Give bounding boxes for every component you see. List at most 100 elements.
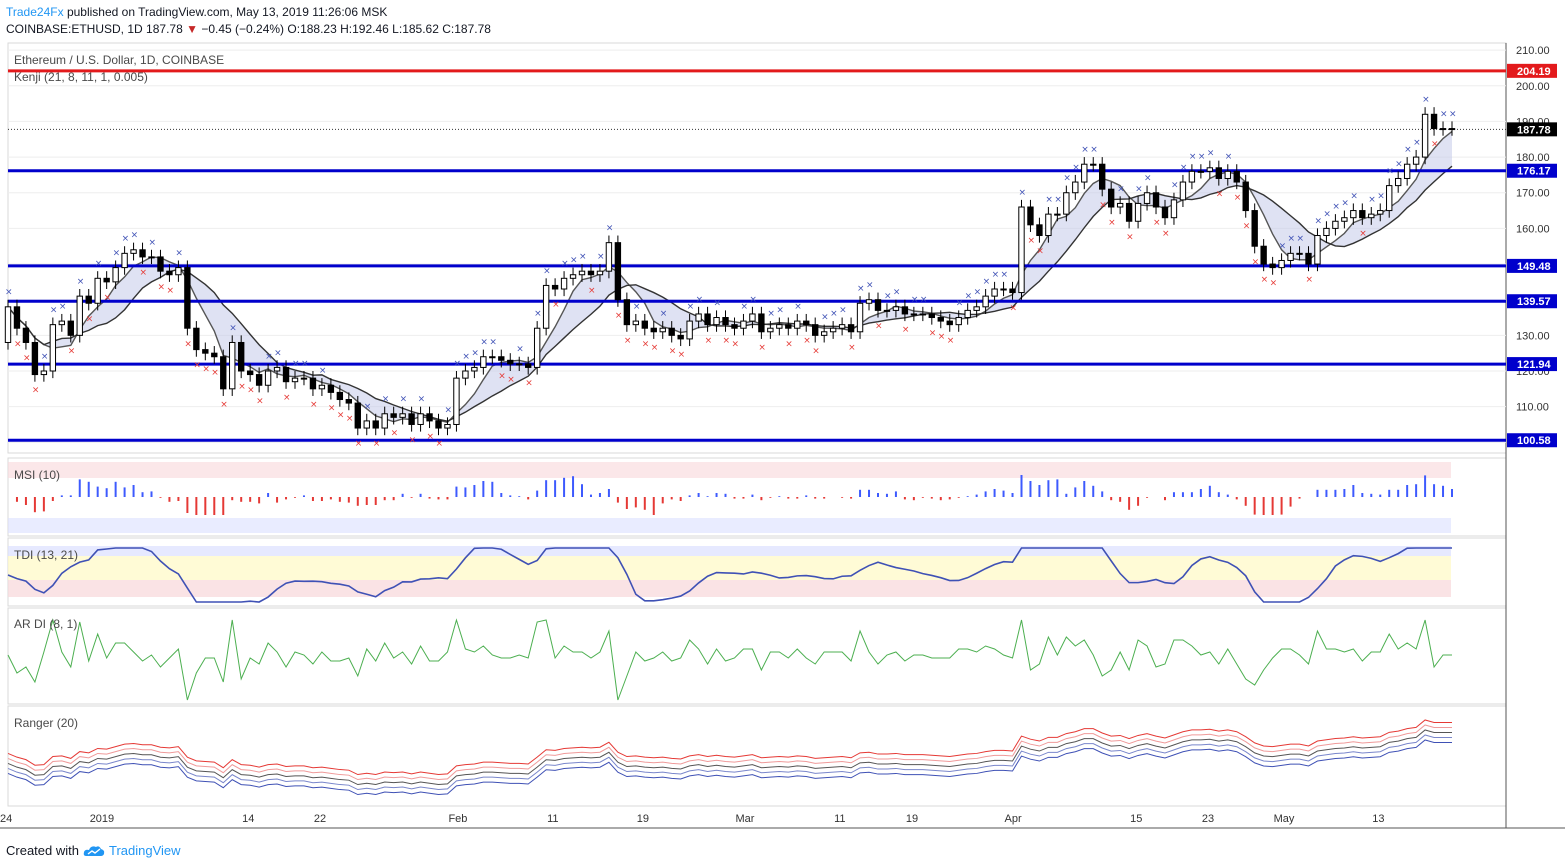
candle-body <box>1350 210 1357 219</box>
x-tick-label: 19 <box>906 813 918 825</box>
signal-marker: × <box>436 439 444 449</box>
signal-marker: × <box>606 224 614 234</box>
symbol-line: COINBASE:ETHUSD, 1D 187.78 ▼ −0.45 (−0.2… <box>6 22 491 36</box>
candle-body <box>1242 181 1249 212</box>
signal-marker: × <box>1288 234 1296 244</box>
candle-body <box>767 327 774 333</box>
signal-marker: × <box>624 336 632 346</box>
kenji-indicator-label[interactable]: Kenji (21, 8, 11, 1, 0.005) <box>14 70 148 84</box>
low-label: L: <box>392 22 403 36</box>
signal-marker: × <box>328 404 336 414</box>
signal-marker: × <box>50 306 58 316</box>
signal-marker: × <box>355 439 363 449</box>
candle-body <box>650 327 657 333</box>
candle-body <box>1063 192 1070 215</box>
author-link[interactable]: Trade24Fx <box>6 5 64 19</box>
candle-body <box>273 366 281 372</box>
close-label: C: <box>442 22 455 36</box>
candle-body <box>1027 206 1034 226</box>
created-with-text: Created with <box>6 843 79 858</box>
y-tick-label: 170.00 <box>1516 188 1550 200</box>
candle-body <box>1107 188 1115 208</box>
signal-marker: × <box>857 284 865 294</box>
last-price-tag <box>1507 122 1557 137</box>
signal-marker: × <box>122 234 130 244</box>
signal-marker: × <box>59 302 67 312</box>
signal-marker: × <box>409 436 417 446</box>
candle-body <box>121 252 128 269</box>
signal-marker: × <box>1126 232 1134 242</box>
ardi-pane-label[interactable]: AR DI (8, 1) <box>14 617 78 631</box>
signal-marker: × <box>1395 159 1403 169</box>
candle-body <box>1296 252 1303 255</box>
signal-marker: × <box>292 359 300 369</box>
signal-marker: × <box>382 395 390 405</box>
candle-body <box>139 249 146 258</box>
signal-marker: × <box>1341 199 1349 209</box>
candle-body <box>569 274 577 279</box>
signal-marker: × <box>1207 149 1215 159</box>
candle-body <box>1403 163 1411 179</box>
signal-marker: × <box>705 336 713 346</box>
candle-body <box>695 313 702 322</box>
open-label: O: <box>287 22 301 36</box>
signal-marker: × <box>1018 188 1026 198</box>
x-tick-label: 24 <box>0 813 12 825</box>
candle-body <box>946 320 953 326</box>
candle-body <box>982 295 989 308</box>
candle-body <box>282 366 290 383</box>
candle-body <box>58 320 66 326</box>
signal-marker: × <box>337 411 345 421</box>
level-tag <box>1507 294 1557 309</box>
candle-body <box>1341 217 1348 222</box>
signal-marker: × <box>95 259 103 269</box>
candle-body <box>238 341 245 372</box>
signal-marker: × <box>346 414 354 424</box>
candle-body <box>372 420 379 429</box>
tdi-line <box>7 547 1452 603</box>
candle-body <box>883 309 891 312</box>
signal-marker: × <box>1449 109 1457 119</box>
candle-body <box>1045 213 1052 237</box>
price-change: −0.45 (−0.24%) <box>201 22 285 36</box>
signal-marker: × <box>1261 275 1269 285</box>
signal-marker: × <box>1359 229 1367 239</box>
x-tick-label: May <box>1274 813 1295 825</box>
signal-marker: × <box>1198 152 1206 162</box>
candle-body <box>85 295 92 304</box>
level-tag <box>1507 163 1557 178</box>
candle-body <box>291 377 299 383</box>
candle-body <box>336 391 344 401</box>
signal-marker: × <box>947 336 955 346</box>
signal-marker: × <box>444 405 452 415</box>
tradingview-link[interactable]: TradingView <box>108 843 181 858</box>
signal-marker: × <box>1054 195 1062 205</box>
candle-body <box>1448 128 1456 131</box>
signal-marker: × <box>1135 184 1143 194</box>
signal-marker: × <box>749 295 757 305</box>
candle-body <box>246 370 254 376</box>
candle-body <box>686 320 693 340</box>
candle-body <box>820 331 828 336</box>
signal-marker: × <box>983 277 991 287</box>
candle-body <box>1278 259 1285 269</box>
signal-marker: × <box>489 338 497 348</box>
msi-pane-label[interactable]: MSI (10) <box>14 468 61 482</box>
candle-body <box>829 327 837 333</box>
x-tick-label: 11 <box>834 813 845 825</box>
signal-marker: × <box>480 338 488 348</box>
candle-body <box>489 356 496 359</box>
ranger-line <box>7 719 1452 776</box>
candle-body <box>1134 202 1142 222</box>
signal-marker: × <box>723 336 731 346</box>
signal-marker: × <box>660 309 668 319</box>
candle-body <box>130 249 137 254</box>
x-tick-label: 2019 <box>90 813 114 825</box>
ranger-pane-label[interactable]: Ranger (20) <box>14 716 79 730</box>
tdi-pane-label[interactable]: TDI (13, 21) <box>14 548 79 562</box>
signal-marker: × <box>310 400 318 410</box>
signal-marker: × <box>516 345 524 355</box>
signal-marker: × <box>974 288 982 298</box>
candle-body <box>4 306 12 343</box>
